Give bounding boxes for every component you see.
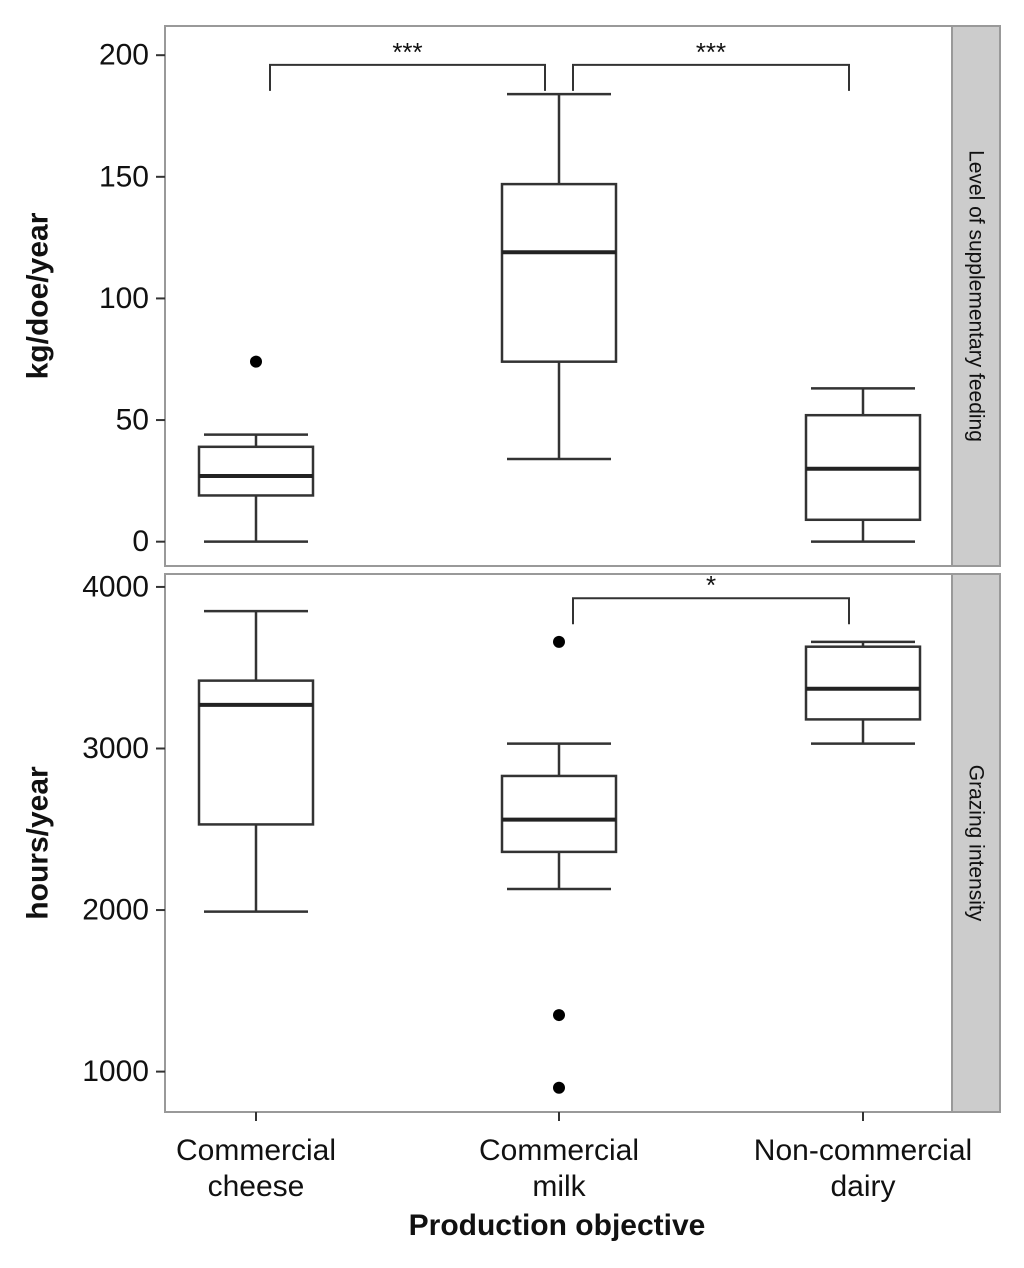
y-axis-title: hours/year bbox=[22, 766, 55, 920]
y-tick-label: 4000 bbox=[82, 570, 149, 603]
x-tick-label: milk bbox=[532, 1170, 586, 1203]
y-tick-label: 3000 bbox=[82, 732, 149, 765]
x-tick-label: Commercial bbox=[479, 1134, 639, 1167]
box-1-3 bbox=[804, 387, 922, 543]
significance-bracket bbox=[269, 63, 546, 91]
panel-2: Grazing intensity 1000 2000 3000 4000 hours/y… bbox=[22, 570, 1001, 1113]
box-1-1 bbox=[197, 355, 315, 543]
significance-label: *** bbox=[392, 37, 422, 67]
y-tick-label: 100 bbox=[99, 282, 149, 315]
facet-strip-label: Grazing intensity bbox=[965, 765, 988, 922]
box-1-2 bbox=[500, 92, 618, 461]
facet-strip bbox=[951, 25, 1001, 567]
significance-bracket bbox=[572, 63, 850, 91]
significance-label: *** bbox=[696, 37, 726, 67]
iqr-box bbox=[500, 774, 618, 854]
box-2-1 bbox=[197, 609, 315, 913]
iqr-box bbox=[197, 679, 315, 826]
outlier-point bbox=[553, 635, 565, 648]
y-tick-label: 150 bbox=[99, 160, 149, 193]
y-tick-label: 1000 bbox=[82, 1055, 149, 1088]
panel-1: Level of supplementary feeding 0 50 100 150 2… bbox=[22, 25, 1001, 567]
y-axis-title: kg/doe/year bbox=[22, 212, 55, 379]
outlier-point bbox=[553, 1081, 565, 1094]
x-tick-label: Commercial bbox=[176, 1134, 336, 1167]
y-tick-label: 2000 bbox=[82, 894, 149, 927]
x-tick-label: dairy bbox=[830, 1170, 895, 1203]
facet-strip-label: Level of supplementary feeding bbox=[965, 150, 988, 442]
outlier-point bbox=[250, 355, 262, 368]
y-tick-label: 0 bbox=[132, 525, 149, 558]
iqr-box bbox=[500, 182, 618, 363]
x-tick-label: Non-commercial bbox=[754, 1134, 972, 1167]
x-tick-label: cheese bbox=[208, 1170, 305, 1203]
significance-bracket bbox=[572, 597, 850, 625]
box-2-2 bbox=[500, 635, 618, 1094]
box-2-3 bbox=[804, 640, 922, 745]
iqr-box bbox=[804, 645, 922, 721]
outlier-point bbox=[553, 1009, 565, 1022]
y-tick-label: 200 bbox=[99, 39, 149, 72]
y-tick-label: 50 bbox=[116, 404, 149, 437]
significance-label: * bbox=[706, 570, 716, 600]
iqr-box bbox=[197, 445, 315, 497]
facet-strip bbox=[951, 573, 1001, 1113]
x-axis-title: Production objective bbox=[409, 1209, 706, 1242]
